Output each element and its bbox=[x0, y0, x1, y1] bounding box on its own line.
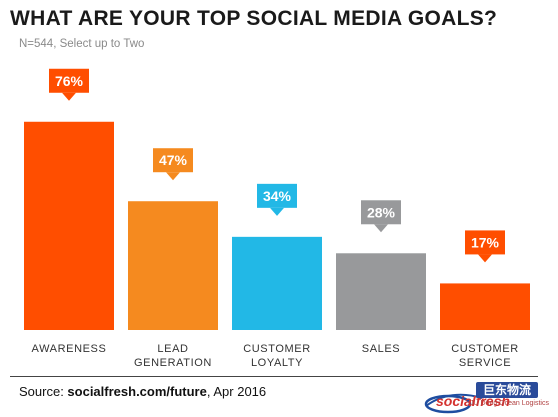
category-label: SALES bbox=[362, 343, 400, 355]
data-label: 34% bbox=[263, 188, 292, 204]
data-label-bubble bbox=[257, 183, 297, 208]
data-label-bubble bbox=[465, 230, 505, 255]
bar-chart: 76% AWARENESS 47% LEAD GENERATION 34% CUSTOMER… bbox=[24, 68, 530, 369]
chart-title: WHAT ARE YOUR TOP SOCIAL MEDIA GOALS? bbox=[10, 7, 498, 30]
bar bbox=[232, 236, 322, 330]
category-label: GENERATION bbox=[134, 357, 212, 369]
bar bbox=[128, 201, 218, 330]
source-divider bbox=[10, 376, 538, 377]
category-label: LEAD bbox=[157, 343, 188, 355]
data-label: 28% bbox=[367, 204, 396, 220]
data-label-pointer bbox=[478, 254, 492, 263]
data-label-pointer bbox=[374, 224, 388, 233]
data-label-bubble bbox=[361, 200, 401, 225]
data-label-pointer bbox=[62, 92, 76, 101]
source-date: , Apr 2016 bbox=[206, 384, 267, 399]
category-label: LOYALTY bbox=[251, 357, 303, 369]
chart-subtitle: N=544, Select up to Two bbox=[19, 38, 145, 50]
source-link: socialfresh.com/future bbox=[67, 384, 207, 399]
category-label: CUSTOMER bbox=[243, 343, 311, 355]
data-label: 76% bbox=[55, 73, 84, 89]
data-label: 17% bbox=[471, 234, 500, 250]
data-label-bubble bbox=[49, 68, 89, 93]
watermark-sub-text: JU Dong Ocean Logistics bbox=[470, 400, 549, 407]
source-prefix: Source: bbox=[19, 384, 68, 399]
watermark-cn-text: 巨东物流 bbox=[476, 382, 538, 398]
bar bbox=[336, 253, 426, 330]
category-label: CUSTOMER bbox=[451, 343, 519, 355]
category-label: AWARENESS bbox=[32, 343, 107, 355]
bar bbox=[440, 283, 530, 330]
data-label-pointer bbox=[166, 172, 180, 181]
data-label: 47% bbox=[159, 152, 188, 168]
category-label: SERVICE bbox=[459, 357, 511, 369]
bar bbox=[24, 121, 114, 330]
data-label-bubble bbox=[153, 148, 193, 173]
data-label-pointer bbox=[270, 207, 284, 216]
source-note: Source: socialfresh.com/future, Apr 2016 bbox=[19, 384, 266, 399]
